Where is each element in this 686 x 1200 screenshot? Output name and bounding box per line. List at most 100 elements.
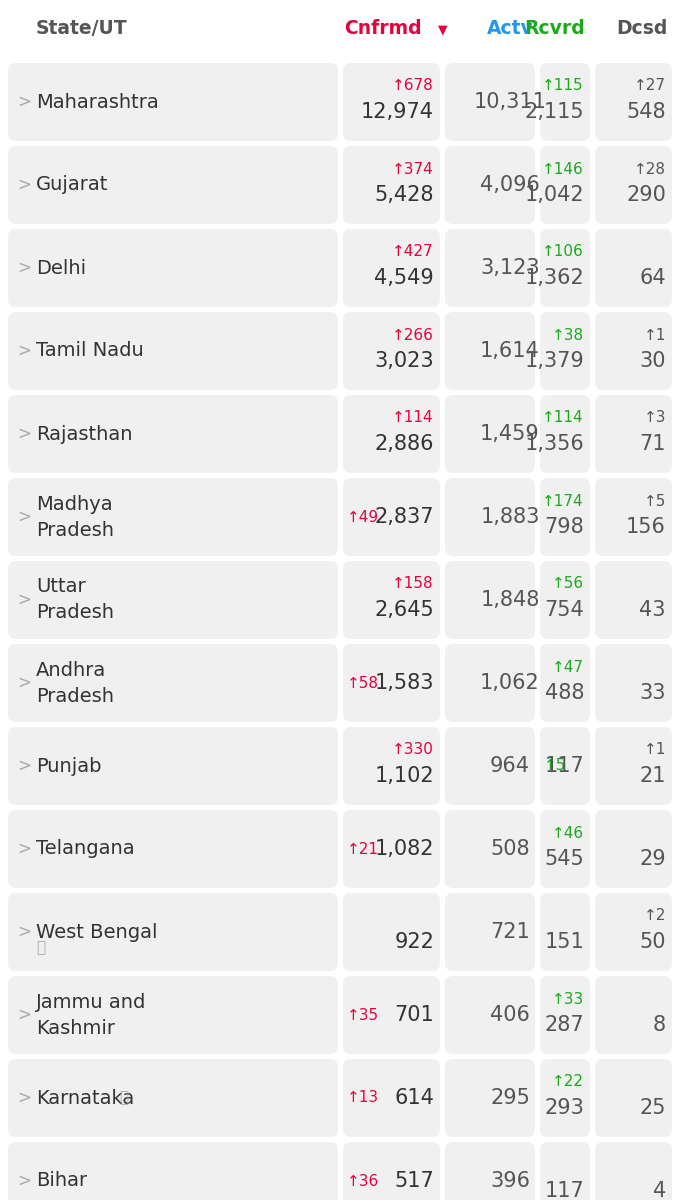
FancyBboxPatch shape bbox=[595, 229, 672, 307]
Text: 1,848: 1,848 bbox=[480, 590, 540, 610]
Text: Telangana: Telangana bbox=[36, 840, 134, 858]
Text: 21: 21 bbox=[639, 766, 666, 786]
Text: 1,362: 1,362 bbox=[524, 268, 584, 288]
Text: 293: 293 bbox=[544, 1098, 584, 1118]
Text: 1,062: 1,062 bbox=[480, 673, 540, 692]
FancyBboxPatch shape bbox=[540, 395, 590, 473]
FancyBboxPatch shape bbox=[343, 312, 440, 390]
Text: ↑158: ↑158 bbox=[392, 576, 434, 592]
FancyBboxPatch shape bbox=[445, 62, 535, 140]
Text: 30: 30 bbox=[639, 350, 666, 371]
Text: 798: 798 bbox=[544, 517, 584, 538]
FancyBboxPatch shape bbox=[595, 560, 672, 638]
Text: 4: 4 bbox=[653, 1181, 666, 1200]
FancyBboxPatch shape bbox=[595, 1142, 672, 1200]
FancyBboxPatch shape bbox=[540, 810, 590, 888]
Text: ↑2: ↑2 bbox=[643, 908, 666, 924]
Text: >: > bbox=[17, 176, 31, 194]
Text: Pradesh: Pradesh bbox=[36, 686, 114, 706]
FancyBboxPatch shape bbox=[343, 560, 440, 638]
Text: ↑38: ↑38 bbox=[552, 328, 584, 342]
Text: 5,428: 5,428 bbox=[375, 185, 434, 205]
Text: Maharashtra: Maharashtra bbox=[36, 92, 158, 112]
FancyBboxPatch shape bbox=[343, 976, 440, 1054]
FancyBboxPatch shape bbox=[8, 1142, 338, 1200]
Text: ↑374: ↑374 bbox=[392, 162, 434, 176]
Text: >: > bbox=[17, 923, 31, 941]
Text: >: > bbox=[17, 1172, 31, 1190]
Text: ↑114: ↑114 bbox=[392, 410, 434, 426]
FancyBboxPatch shape bbox=[445, 146, 535, 224]
FancyBboxPatch shape bbox=[445, 727, 535, 805]
FancyBboxPatch shape bbox=[445, 976, 535, 1054]
FancyBboxPatch shape bbox=[595, 478, 672, 556]
Text: Pradesh: Pradesh bbox=[36, 521, 114, 540]
FancyBboxPatch shape bbox=[8, 893, 338, 971]
Text: 4,549: 4,549 bbox=[375, 268, 434, 288]
Text: 754: 754 bbox=[544, 600, 584, 620]
FancyBboxPatch shape bbox=[343, 1058, 440, 1138]
FancyBboxPatch shape bbox=[8, 1058, 338, 1138]
Text: 964: 964 bbox=[490, 756, 530, 776]
Text: Karnataka: Karnataka bbox=[36, 1088, 134, 1108]
FancyBboxPatch shape bbox=[445, 1142, 535, 1200]
Text: >: > bbox=[17, 840, 31, 858]
Text: ↑36: ↑36 bbox=[347, 1174, 379, 1188]
Text: >: > bbox=[17, 590, 31, 608]
Text: 33: 33 bbox=[639, 683, 666, 703]
Text: West Bengal: West Bengal bbox=[36, 923, 158, 942]
Text: >: > bbox=[17, 1006, 31, 1024]
Text: 406: 406 bbox=[490, 1006, 530, 1025]
FancyBboxPatch shape bbox=[8, 395, 338, 473]
Text: 508: 508 bbox=[490, 839, 530, 859]
Text: ↑35: ↑35 bbox=[347, 1008, 379, 1022]
Text: 1,583: 1,583 bbox=[375, 673, 434, 692]
Text: 1,459: 1,459 bbox=[480, 424, 540, 444]
Text: ↑3: ↑3 bbox=[643, 410, 666, 426]
Text: 151: 151 bbox=[544, 932, 584, 952]
FancyBboxPatch shape bbox=[540, 229, 590, 307]
Text: Actv: Actv bbox=[486, 19, 534, 38]
FancyBboxPatch shape bbox=[343, 644, 440, 722]
Text: ↑13: ↑13 bbox=[347, 1091, 379, 1105]
Text: ↑1: ↑1 bbox=[643, 743, 666, 757]
Text: 545: 545 bbox=[544, 850, 584, 869]
FancyBboxPatch shape bbox=[343, 395, 440, 473]
FancyBboxPatch shape bbox=[540, 727, 590, 805]
Text: 117: 117 bbox=[544, 1181, 584, 1200]
Text: >: > bbox=[17, 1090, 31, 1106]
Text: Punjab: Punjab bbox=[36, 756, 102, 775]
FancyBboxPatch shape bbox=[540, 478, 590, 556]
FancyBboxPatch shape bbox=[540, 644, 590, 722]
FancyBboxPatch shape bbox=[540, 1058, 590, 1138]
Text: ↑1: ↑1 bbox=[643, 328, 666, 342]
Text: Rajasthan: Rajasthan bbox=[36, 425, 132, 444]
Text: 2,886: 2,886 bbox=[375, 434, 434, 454]
Text: 1,379: 1,379 bbox=[524, 350, 584, 371]
FancyBboxPatch shape bbox=[595, 976, 672, 1054]
Text: >: > bbox=[17, 342, 31, 360]
Text: State/UT: State/UT bbox=[36, 19, 128, 38]
Text: 3,123: 3,123 bbox=[480, 258, 540, 278]
Text: 396: 396 bbox=[490, 1171, 530, 1190]
Text: >: > bbox=[17, 674, 31, 692]
Text: 488: 488 bbox=[545, 683, 584, 703]
FancyBboxPatch shape bbox=[343, 146, 440, 224]
FancyBboxPatch shape bbox=[540, 146, 590, 224]
Text: ↑330: ↑330 bbox=[392, 743, 434, 757]
Text: 922: 922 bbox=[394, 932, 434, 952]
Text: Andhra: Andhra bbox=[36, 660, 106, 679]
Text: Tamil Nadu: Tamil Nadu bbox=[36, 342, 144, 360]
Text: 721: 721 bbox=[490, 922, 530, 942]
Text: ↑106: ↑106 bbox=[542, 245, 584, 259]
FancyBboxPatch shape bbox=[595, 395, 672, 473]
FancyBboxPatch shape bbox=[343, 810, 440, 888]
Text: ↑28: ↑28 bbox=[634, 162, 666, 176]
Text: 517: 517 bbox=[394, 1171, 434, 1190]
FancyBboxPatch shape bbox=[445, 810, 535, 888]
FancyBboxPatch shape bbox=[595, 810, 672, 888]
Text: ▼: ▼ bbox=[438, 24, 448, 36]
FancyBboxPatch shape bbox=[595, 62, 672, 140]
FancyBboxPatch shape bbox=[595, 727, 672, 805]
Text: 2,115: 2,115 bbox=[524, 102, 584, 122]
